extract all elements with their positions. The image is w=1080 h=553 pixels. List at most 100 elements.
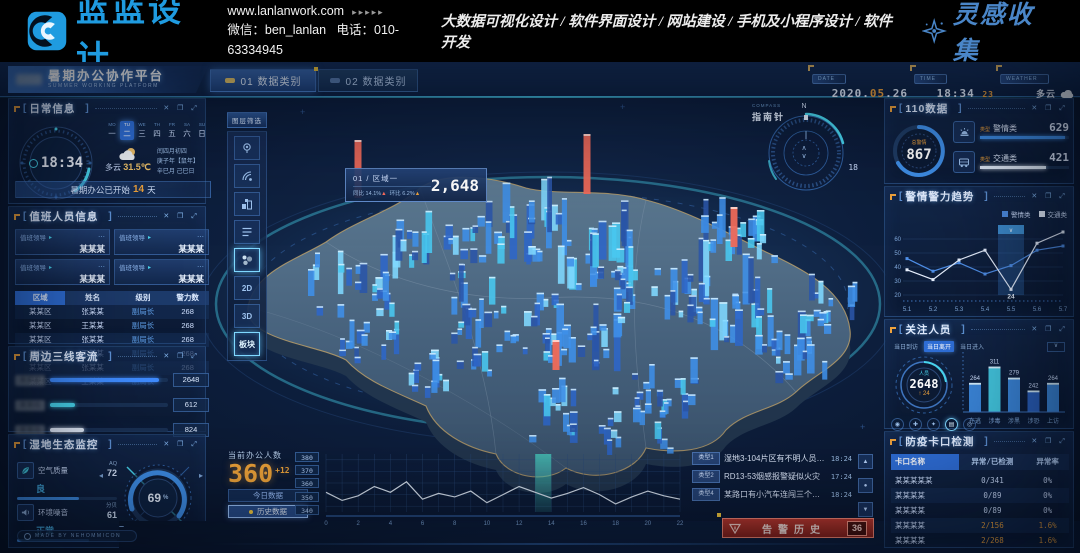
noise-value: 61 — [106, 510, 117, 521]
gauge-right-arrow[interactable]: ▸ — [198, 471, 203, 480]
tab-data-category-2[interactable]: 02 数据类别 — [318, 69, 418, 92]
air-quality-metric: 空气质量 AQ 72 良 — [17, 461, 117, 500]
layer-button-plate[interactable]: 板块 — [234, 332, 260, 356]
alert-item[interactable]: 类型1 湿地3-104片区有不明人员闯入 18:24 — [692, 452, 852, 465]
focus-toolbar-icon[interactable]: ▤ — [945, 418, 958, 431]
layer-button-list[interactable] — [234, 220, 260, 244]
more-icon[interactable]: ⋯ — [98, 264, 105, 271]
alert-history-banner[interactable]: 告警历史 36 — [717, 513, 874, 538]
trend-line-chart: 60 50 40 30 20 ∨ 24 5.1 5.2 5.3 5.4 5.5 5.6 5.7 — [894, 225, 1068, 313]
layer-button-view-3d[interactable]: 3D — [234, 304, 260, 328]
weekday-cell[interactable]: WE 三 — [138, 122, 146, 138]
duty-table-row: 某某区 王某某 副局长 268 — [15, 319, 209, 333]
time-label: TIME — [914, 74, 947, 84]
scroll-down-icon[interactable]: ▼ — [858, 502, 873, 517]
layer-button-signal[interactable] — [234, 164, 260, 188]
svg-text:8: 8 — [453, 521, 457, 527]
panel-window-icons[interactable]: ✕ ❐ ⤢ — [163, 353, 200, 360]
alert-list: 类型1 湿地3-104片区有不明人员闯入 18:24 类型2 RD13-53烟感报警疑似… — [692, 452, 852, 501]
weekday-cell[interactable]: FR 五 — [168, 122, 176, 138]
layer-button-list: 2D 3D 板块 — [227, 131, 267, 361]
focus-tab[interactable]: 当日离开 — [924, 341, 955, 352]
duty-leader-card[interactable]: 值班领导 ▸ ⋯ 某某某 — [15, 229, 110, 255]
weekday-cell[interactable]: SA 六 — [183, 122, 191, 138]
checkpoint-name: 某某某某 — [895, 491, 925, 500]
svg-text:30: 30 — [894, 279, 901, 285]
weekday-cell[interactable]: TU 二 — [120, 121, 134, 140]
scroll-dot-icon[interactable]: ● — [858, 478, 873, 493]
focus-tab[interactable]: 当日进入 — [960, 345, 985, 351]
flow-bar-track — [50, 378, 168, 382]
more-icon[interactable]: ⋯ — [197, 234, 204, 241]
focus-tab[interactable]: 当日到访 — [894, 345, 919, 351]
panel-window-icons[interactable]: ✕ ❐ ⤢ — [163, 105, 200, 112]
platform-subtitle: SUMMER WORKING PLATFORM — [48, 83, 159, 90]
more-icon[interactable]: ⋯ — [197, 264, 204, 271]
panel-window-icons[interactable]: ✕ ❐ ⤢ — [1031, 193, 1068, 200]
panel-title: 周边三线客流 — [29, 351, 99, 363]
focus-toolbar-icon[interactable]: ✦ — [927, 418, 940, 431]
panel-window-icons[interactable]: ✕ ❐ ⤢ — [1031, 438, 1068, 445]
checkpoint-ratio: 0/89 — [983, 491, 1002, 500]
website-link[interactable]: www.lanlanwork.com — [227, 3, 345, 18]
flow-label-redacted: 某某线 — [15, 424, 45, 436]
checkpoint-ratio: 2/156 — [981, 521, 1004, 530]
svg-text:24: 24 — [1007, 293, 1015, 300]
date-value: 2020.05.26 — [831, 87, 908, 100]
weekday-cell[interactable]: MO 一 — [108, 122, 116, 138]
alert-text: 湿地3-104片区有不明人员闯入 — [724, 454, 827, 463]
yellow-dot — [717, 513, 721, 517]
inspiration-brand: 灵感收集 — [922, 0, 1054, 67]
focus-circle-label: 人员 — [918, 371, 929, 378]
redacted-org-name — [16, 74, 42, 85]
map-tooltip: 01 / 区域一 同比 14.1%▲ 环比 6.2%▲ 2,648 — [345, 168, 487, 202]
focus-toolbar-icon[interactable]: ◎ — [963, 418, 976, 431]
chevron-right-icon: ▸ — [148, 234, 152, 241]
duty-name: 某某某 — [79, 244, 105, 254]
alert-item[interactable]: 类型4 某路口有小汽车连闯三个红灯 18:24 — [692, 488, 852, 501]
alert-time: 18:24 — [830, 490, 852, 499]
weekday-cell[interactable]: TH 四 — [153, 122, 161, 138]
checkpoint-rate: 1.6% — [1038, 521, 1057, 530]
compass-tilt-control[interactable]: ∧ ∨ — [801, 145, 807, 160]
panel-window-icons[interactable]: ✕ ❐ ⤢ — [1031, 326, 1068, 333]
duty-leader-card[interactable]: 值班领导 ▸ ⋯ 某某某 — [114, 229, 209, 255]
alert-item[interactable]: 类型2 RD13-53烟感报警疑似火灾 17:24 — [692, 470, 852, 483]
warning-triangle-icon — [729, 523, 741, 534]
eco-gauge: –69%– — [119, 459, 1080, 553]
focus-toolbar-icon[interactable]: ✚ — [909, 418, 922, 431]
weekday-cell[interactable]: SU 日 — [198, 122, 206, 138]
scroll-up-icon[interactable]: ▲ — [858, 454, 873, 469]
alarm-bar-fill — [980, 136, 1065, 139]
focus-dropdown[interactable]: ∨ — [1047, 342, 1065, 352]
layer-filter-toolbar: 图层筛选 2D 3D 板块 — [227, 112, 267, 361]
services-tagline: 大数据可视化设计 / 软件界面设计 / 网站建设 / 手机及小程序设计 / 软件… — [441, 14, 893, 51]
panel-window-icons[interactable]: ✕ ❐ ⤢ — [1031, 105, 1068, 112]
svg-text:18: 18 — [612, 521, 619, 527]
focus-bar-chart: 264 在逃 311 涉毒 279 涉黑 242 涉恐 264 上访 — [962, 352, 1065, 425]
legend-item[interactable]: 交通类 — [1038, 209, 1067, 219]
layer-button-view-2d[interactable]: 2D — [234, 276, 260, 300]
more-icon[interactable]: ⋯ — [98, 234, 105, 241]
svg-text:10: 10 — [484, 521, 491, 527]
legend-swatch — [1002, 211, 1008, 217]
focus-toolbar-icon[interactable]: ◉ — [891, 418, 904, 431]
gauge-left-arrow[interactable]: ◂ — [99, 471, 104, 480]
duty-leader-card[interactable]: 值班领导 ▸ ⋯ 某某某 — [114, 259, 209, 285]
layer-button-camera[interactable] — [234, 136, 260, 160]
layer-button-heat[interactable] — [234, 248, 260, 272]
duty-name: 某某某 — [178, 244, 204, 254]
alarm-bar-fill — [980, 166, 1046, 169]
panel-window-icons[interactable]: ✕ ❐ ⤢ — [163, 213, 200, 220]
legend-item[interactable]: 警情类 — [1002, 209, 1031, 219]
tooltip-value: 2,648 — [430, 175, 479, 195]
duty-leader-card[interactable]: 值班领导 ▸ ⋯ 某某某 — [15, 259, 110, 285]
svg-text:16: 16 — [580, 521, 587, 527]
duty-role: 值班领导 — [20, 235, 46, 242]
svg-text:4: 4 — [389, 521, 393, 527]
layer-button-cluster[interactable] — [234, 192, 260, 216]
checkpoint-rate: 0% — [1043, 506, 1053, 515]
panel-window-icons[interactable]: ✕ ❐ ⤢ — [163, 441, 200, 448]
flow-bar-fill — [50, 428, 85, 432]
tab-data-category-1[interactable]: 01 数据类别 — [210, 67, 318, 92]
